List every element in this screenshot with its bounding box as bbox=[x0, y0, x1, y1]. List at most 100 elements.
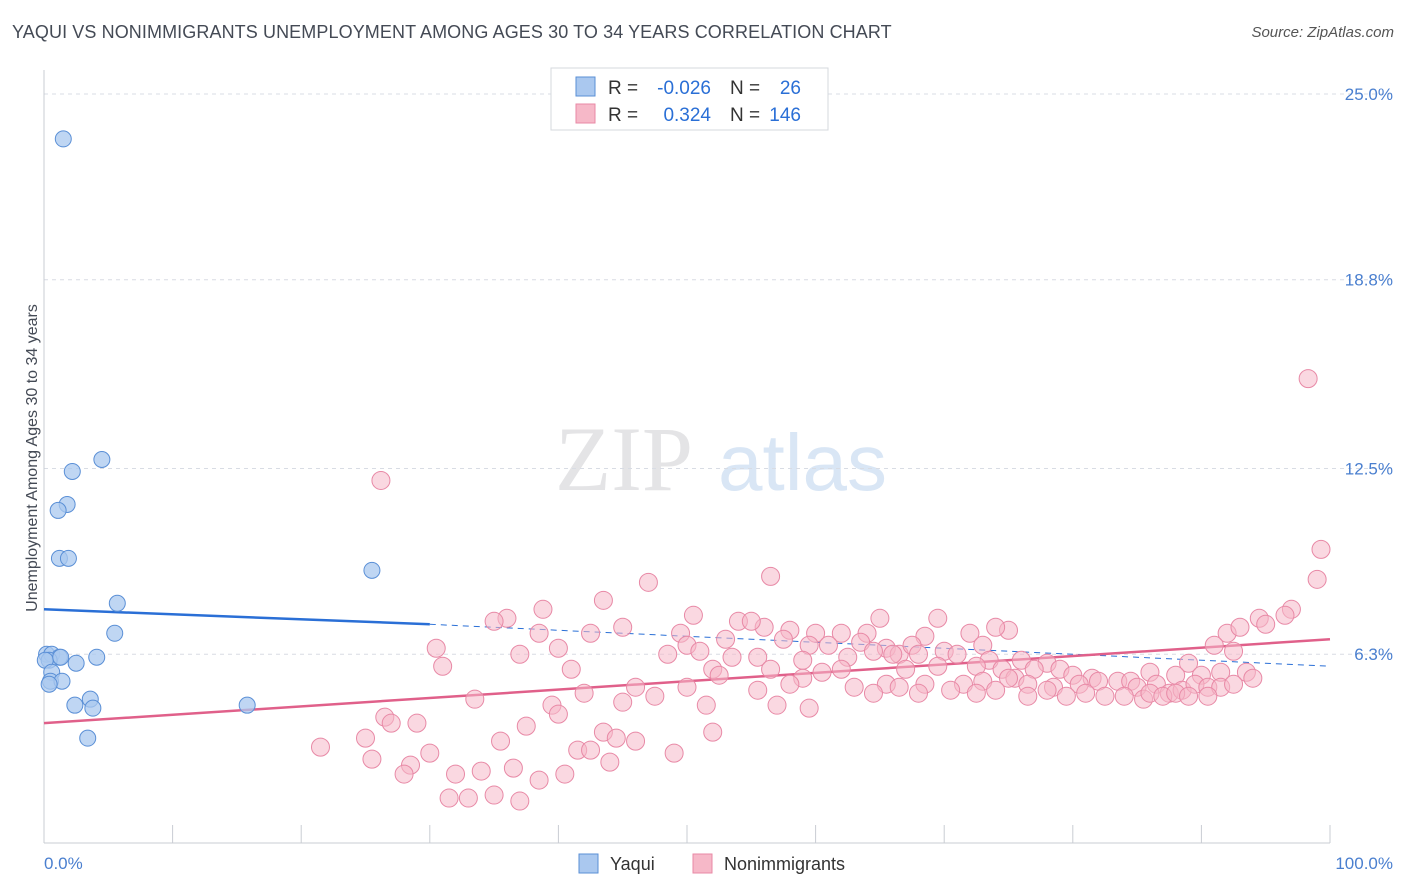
nonimmigrants-point bbox=[394, 764, 414, 784]
nonimmigrants-point bbox=[600, 752, 620, 772]
legend-r-value-yaqui: -0.026 bbox=[657, 78, 711, 99]
nonimmigrants-point bbox=[356, 728, 375, 748]
nonimmigrants-point bbox=[703, 722, 723, 742]
axes bbox=[43, 70, 1331, 844]
nonimmigrants-point bbox=[780, 674, 800, 694]
yaqui-point bbox=[67, 654, 85, 672]
nonimmigrants-point bbox=[767, 695, 787, 715]
grid-lines bbox=[44, 93, 1393, 655]
x-tick-label-max: 100.0% bbox=[1335, 854, 1393, 873]
nonimmigrants-point bbox=[529, 770, 549, 790]
nonimmigrants-point bbox=[793, 650, 813, 670]
yaqui-point bbox=[363, 561, 381, 579]
legend-r-label-nonimmigrants: R = bbox=[608, 105, 638, 126]
nonimmigrants-point bbox=[908, 644, 928, 664]
y-tick-label: 6.3% bbox=[1354, 645, 1393, 664]
legend-r-label-yaqui: R = bbox=[608, 78, 638, 99]
nonimmigrants-point bbox=[581, 740, 601, 760]
nonimmigrants-point bbox=[1275, 605, 1295, 625]
nonimmigrants-point bbox=[1224, 641, 1244, 661]
nonimmigrants-point bbox=[516, 716, 536, 736]
nonimmigrants-point bbox=[928, 608, 948, 628]
legend-swatch-nonimmigrants bbox=[575, 103, 596, 124]
nonimmigrants-point bbox=[664, 743, 684, 763]
nonimmigrants-point bbox=[465, 689, 485, 709]
yaqui-point bbox=[59, 549, 77, 567]
nonimmigrants-point bbox=[986, 617, 1006, 637]
nonimmigrants-point bbox=[484, 785, 504, 805]
nonimmigrants-point bbox=[446, 764, 466, 784]
nonimmigrants-point bbox=[1114, 686, 1134, 706]
nonimmigrants-point bbox=[863, 683, 883, 703]
nonimmigrants-point bbox=[966, 683, 986, 703]
legend-swatch-yaqui bbox=[575, 76, 596, 97]
yaqui-point bbox=[52, 648, 70, 666]
source-label: Source: ZipAtlas.com bbox=[1251, 24, 1394, 41]
watermark-atlas: atlas bbox=[718, 418, 887, 507]
nonimmigrants-point bbox=[883, 644, 903, 664]
watermark: ZIP atlas bbox=[555, 408, 887, 510]
nonimmigrants-point bbox=[381, 713, 401, 733]
nonimmigrants-point bbox=[722, 647, 742, 667]
nonimmigrants-point bbox=[548, 704, 568, 724]
nonimmigrants-point bbox=[638, 572, 658, 592]
bottom-legend-swatch-yaqui bbox=[578, 853, 599, 874]
nonimmigrants-point bbox=[690, 641, 710, 661]
nonimmigrants-point bbox=[748, 680, 768, 700]
yaqui-point bbox=[108, 594, 126, 612]
nonimmigrants-point bbox=[484, 611, 504, 631]
nonimmigrants-point bbox=[1179, 653, 1199, 673]
nonimmigrants-point bbox=[941, 680, 961, 700]
nonimmigrants-point bbox=[1298, 369, 1318, 389]
nonimmigrants-point bbox=[844, 677, 864, 697]
nonimmigrants-point bbox=[1056, 686, 1076, 706]
yaqui-point bbox=[63, 462, 81, 480]
bottom-legend-nonimmigrants: Nonimmigrants bbox=[724, 854, 845, 874]
nonimmigrants-point bbox=[683, 605, 703, 625]
yaqui-point bbox=[66, 696, 84, 714]
nonimmigrants-point bbox=[581, 623, 601, 643]
nonimmigrants-point bbox=[1095, 686, 1115, 706]
y-axis-label: Unemployment Among Ages 30 to 34 years bbox=[24, 304, 41, 612]
chart-title: YAQUI VS NONIMMIGRANTS UNEMPLOYMENT AMON… bbox=[12, 22, 892, 42]
nonimmigrants-point bbox=[761, 659, 781, 679]
nonimmigrants-point bbox=[928, 656, 948, 676]
nonimmigrants-point bbox=[1224, 674, 1244, 694]
nonimmigrants-point bbox=[548, 638, 568, 658]
legend-n-value-nonimmigrants: 146 bbox=[769, 105, 801, 126]
nonimmigrants-point bbox=[716, 629, 736, 649]
legend-n-label-yaqui: N = bbox=[730, 78, 760, 99]
nonimmigrants-point bbox=[362, 749, 382, 769]
series-legend: Yaqui Nonimmigrants bbox=[578, 853, 845, 874]
yaqui-point bbox=[93, 450, 111, 468]
nonimmigrants-point bbox=[471, 761, 491, 781]
nonimmigrants-point bbox=[533, 599, 553, 619]
nonimmigrants-point bbox=[677, 677, 697, 697]
nonimmigrants-point bbox=[696, 695, 716, 715]
nonimmigrants-point bbox=[863, 641, 883, 661]
nonimmigrants-point bbox=[773, 629, 793, 649]
nonimmigrants-point bbox=[986, 680, 1006, 700]
trend-line-yaqui bbox=[43, 608, 430, 626]
nonimmigrants-point bbox=[799, 698, 819, 718]
nonimmigrants-point bbox=[491, 731, 511, 751]
nonimmigrants-point bbox=[831, 623, 851, 643]
nonimmigrants-point bbox=[439, 788, 459, 808]
nonimmigrants-point bbox=[1076, 683, 1096, 703]
nonimmigrants-point bbox=[947, 644, 967, 664]
bottom-legend-swatch-nonimmigrants bbox=[692, 853, 713, 874]
nonimmigrants-point bbox=[458, 788, 478, 808]
nonimmigrants-point bbox=[1037, 680, 1057, 700]
yaqui-point bbox=[49, 501, 67, 519]
yaqui-point bbox=[54, 130, 72, 148]
watermark-zip: ZIP bbox=[555, 408, 693, 510]
y-tick-labels: 6.3% 12.5% 18.8% 25.0% bbox=[1345, 85, 1393, 664]
yaqui-point bbox=[79, 729, 97, 747]
nonimmigrants-point bbox=[1311, 539, 1331, 559]
nonimmigrants-point bbox=[1230, 617, 1250, 637]
nonimmigrants-point bbox=[606, 728, 626, 748]
legend-n-value-yaqui: 26 bbox=[780, 78, 801, 99]
nonimmigrants-point bbox=[426, 638, 446, 658]
nonimmigrants-point bbox=[503, 758, 523, 778]
yaqui-point bbox=[88, 648, 106, 666]
